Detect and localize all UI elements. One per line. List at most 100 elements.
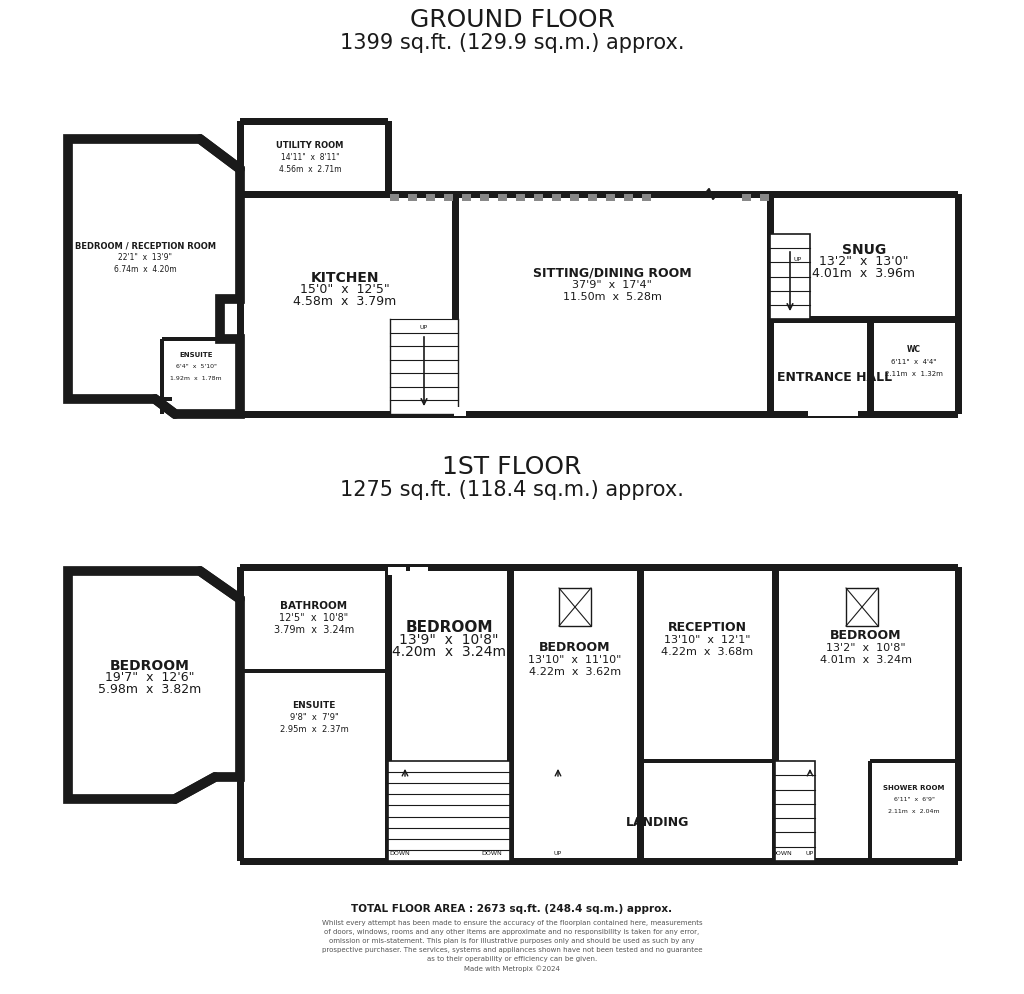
Bar: [68, 796, 175, 803]
Bar: [480, 195, 489, 202]
Bar: [390, 320, 458, 414]
Bar: [68, 398, 76, 402]
Bar: [637, 568, 643, 861]
Bar: [426, 195, 435, 202]
Bar: [771, 568, 778, 861]
Text: 2.11m  x  2.04m: 2.11m x 2.04m: [888, 809, 940, 814]
Bar: [390, 195, 399, 202]
Bar: [104, 797, 112, 801]
Text: 11.50m  x  5.28m: 11.50m x 5.28m: [562, 291, 662, 302]
Text: 22'1"  x  13'9": 22'1" x 13'9": [118, 253, 172, 262]
Bar: [516, 195, 525, 202]
Bar: [237, 568, 244, 861]
Bar: [104, 398, 112, 402]
Bar: [388, 761, 510, 861]
Bar: [92, 797, 100, 801]
Text: 12'5"  x  10'8": 12'5" x 10'8": [280, 612, 348, 622]
Bar: [240, 670, 388, 673]
Text: LANDING: LANDING: [627, 816, 690, 829]
Text: 2.11m  x  1.32m: 2.11m x 1.32m: [885, 371, 943, 377]
Text: SITTING/DINING ROOM: SITTING/DINING ROOM: [532, 266, 691, 279]
Text: BEDROOM: BEDROOM: [110, 658, 189, 672]
Bar: [570, 195, 579, 202]
Bar: [846, 588, 878, 626]
Text: UTILITY ROOM: UTILITY ROOM: [276, 141, 344, 150]
Text: 1ST FLOOR: 1ST FLOOR: [442, 454, 582, 478]
Bar: [388, 568, 406, 576]
Bar: [240, 412, 958, 418]
Bar: [390, 408, 458, 415]
Bar: [498, 195, 507, 202]
Bar: [770, 235, 810, 320]
Bar: [767, 195, 773, 414]
Text: GROUND FLOOR: GROUND FLOOR: [410, 8, 614, 32]
Text: 13'9"  x  10'8": 13'9" x 10'8": [399, 632, 499, 646]
Text: 3.79m  x  3.24m: 3.79m x 3.24m: [273, 624, 354, 634]
Bar: [68, 568, 200, 575]
Text: Whilst every attempt has been made to ensure the accuracy of the floorplan conta: Whilst every attempt has been made to en…: [322, 919, 702, 971]
Text: KITCHEN: KITCHEN: [310, 270, 379, 284]
Bar: [954, 568, 962, 861]
Bar: [80, 398, 88, 402]
Bar: [65, 572, 72, 799]
Bar: [160, 340, 164, 414]
Bar: [92, 398, 100, 402]
Bar: [80, 797, 88, 801]
Text: BATHROOM: BATHROOM: [281, 600, 347, 610]
Bar: [68, 396, 155, 404]
Bar: [68, 136, 200, 143]
Bar: [775, 761, 815, 861]
Bar: [220, 338, 240, 341]
Text: 13'10"  x  12'1": 13'10" x 12'1": [664, 634, 751, 644]
Text: SHOWER ROOM: SHOWER ROOM: [884, 784, 945, 790]
Bar: [454, 408, 466, 416]
Text: 13'10"  x  11'10": 13'10" x 11'10": [528, 654, 622, 664]
Text: ENSUITE: ENSUITE: [292, 701, 336, 710]
Bar: [642, 195, 651, 202]
Text: 1.92m  x  1.78m: 1.92m x 1.78m: [170, 376, 222, 381]
Bar: [140, 797, 148, 801]
Bar: [237, 195, 244, 414]
Text: BEDROOM: BEDROOM: [540, 641, 610, 654]
Bar: [775, 761, 815, 861]
Text: 6'4"  x  5'10": 6'4" x 5'10": [175, 364, 216, 369]
Text: UP: UP: [793, 257, 801, 262]
Text: DOWN: DOWN: [481, 851, 503, 856]
Text: 4.01m  x  3.96m: 4.01m x 3.96m: [812, 267, 915, 280]
Bar: [164, 398, 172, 402]
Bar: [162, 338, 240, 341]
Text: 15'0"  x  12'5": 15'0" x 12'5": [300, 283, 390, 296]
Text: TOTAL FLOOR AREA : 2673 sq.ft. (248.4 sq.m.) approx.: TOTAL FLOOR AREA : 2673 sq.ft. (248.4 sq…: [351, 904, 673, 913]
Bar: [116, 797, 124, 801]
Text: 1275 sq.ft. (118.4 sq.m.) approx.: 1275 sq.ft. (118.4 sq.m.) approx.: [340, 479, 684, 500]
Bar: [462, 195, 471, 202]
Text: 13'2"  x  13'0": 13'2" x 13'0": [819, 255, 908, 268]
Bar: [588, 195, 597, 202]
Bar: [770, 235, 810, 320]
Text: 1399 sq.ft. (129.9 sq.m.) approx.: 1399 sq.ft. (129.9 sq.m.) approx.: [340, 33, 684, 53]
Bar: [388, 761, 510, 861]
Bar: [152, 398, 160, 402]
Bar: [866, 320, 873, 414]
Bar: [870, 759, 958, 763]
Bar: [954, 195, 962, 414]
Text: 4.58m  x  3.79m: 4.58m x 3.79m: [293, 295, 396, 308]
Text: 9'8"  x  7'9": 9'8" x 7'9": [290, 713, 338, 722]
Text: DOWN: DOWN: [772, 851, 793, 856]
Bar: [384, 568, 391, 861]
Bar: [116, 398, 124, 402]
Text: 6.74m  x  4.20m: 6.74m x 4.20m: [114, 265, 176, 274]
Text: 19'7"  x  12'6": 19'7" x 12'6": [105, 671, 195, 684]
Bar: [240, 564, 958, 571]
Bar: [444, 195, 453, 202]
Bar: [452, 195, 459, 414]
Polygon shape: [68, 140, 240, 414]
Bar: [128, 797, 136, 801]
Bar: [606, 195, 615, 202]
Text: 4.56m  x  2.71m: 4.56m x 2.71m: [279, 165, 341, 174]
Bar: [68, 797, 76, 801]
Text: SNUG: SNUG: [842, 243, 886, 256]
Bar: [128, 398, 136, 402]
Bar: [164, 797, 172, 801]
Text: 5.98m  x  3.82m: 5.98m x 3.82m: [98, 683, 202, 696]
